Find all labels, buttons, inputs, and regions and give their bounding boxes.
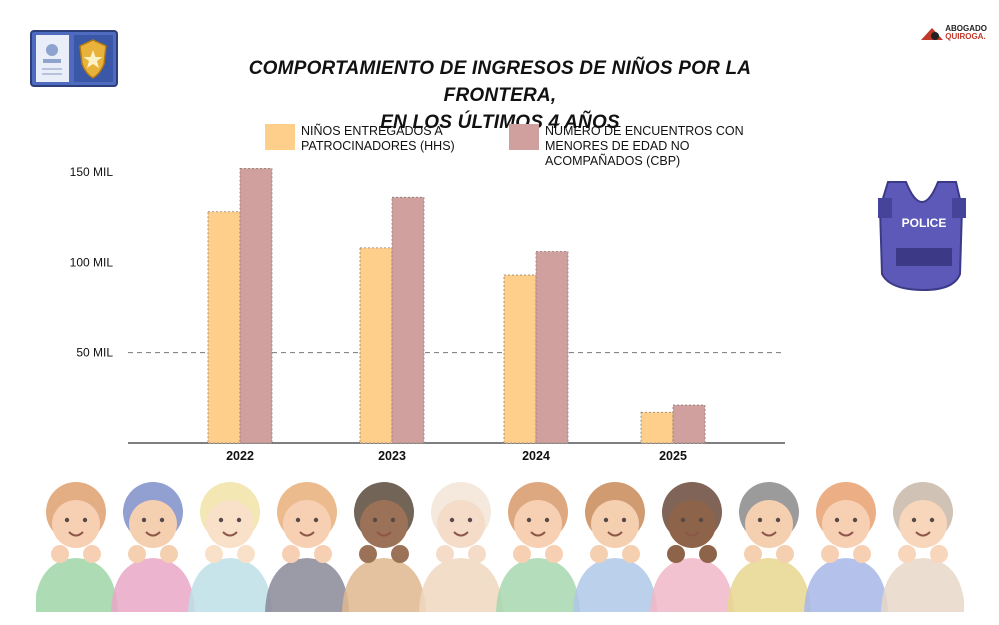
bar-cbp-2022 (239, 167, 273, 444)
child-figure (496, 482, 580, 612)
vest-label: POLICE (902, 216, 947, 230)
child-figure (804, 482, 888, 612)
brand-logo: ABOGADO QUIROGA. (921, 24, 987, 42)
child-figure (111, 482, 195, 612)
legend-item-hhs: NIÑOS ENTREGADOS A PATROCINADORES (HHS) (265, 124, 475, 154)
id-badge-icon (30, 30, 118, 87)
bar-hhs-2024 (503, 274, 537, 444)
child-figure (727, 482, 811, 612)
bar-hhs-2025 (640, 411, 674, 444)
legend-label-cbp: NÚMERO DE ENCUENTROS CON MENORES DE EDAD… (545, 124, 744, 168)
chart-title-line-2: EN LOS ÚLTIMOS 4 AÑOS (380, 112, 620, 133)
chart-title-line-1: COMPORTAMIENTO DE INGRESOS DE NIÑOS POR … (248, 58, 752, 106)
bar-hhs-2023 (359, 247, 393, 444)
child-figure (881, 482, 964, 612)
y-tick-label: 150 MIL (70, 165, 114, 179)
child-figure (419, 482, 503, 612)
x-tick-label-2025: 2025 (659, 449, 687, 463)
bar-cbp-2024 (535, 251, 569, 444)
x-tick-label-2024: 2024 (522, 449, 550, 463)
child-figure (342, 482, 426, 612)
child-figure (650, 482, 734, 612)
y-tick-label: 100 MIL (70, 255, 114, 269)
x-tick-label-2023: 2023 (378, 449, 406, 463)
legend-label-hhs: NIÑOS ENTREGADOS A PATROCINADORES (HHS) (301, 124, 455, 153)
child-figure (265, 482, 349, 612)
bar-hhs-2022 (207, 211, 241, 444)
x-tick-label-2022: 2022 (226, 449, 254, 463)
children-illustration (36, 482, 964, 612)
bar-cbp-2025 (672, 404, 706, 444)
legend-item-cbp: NÚMERO DE ENCUENTROS CON MENORES DE EDAD… (509, 124, 779, 169)
bar-cbp-2023 (391, 196, 425, 444)
logo-line-1: ABOGADO (945, 24, 987, 33)
legend-swatch-hhs (265, 124, 295, 150)
logo-line-2: QUIROGA. (945, 32, 986, 41)
child-figure (36, 482, 118, 612)
legend-swatch-cbp (509, 124, 539, 150)
child-figure (188, 482, 272, 612)
child-figure (573, 482, 657, 612)
y-tick-label: 50 MIL (76, 346, 113, 360)
scale-icon (921, 28, 944, 40)
chart-title: COMPORTAMIENTO DE INGRESOS DE NIÑOS POR … (200, 55, 800, 136)
police-vest-icon: POLICE (878, 181, 966, 292)
